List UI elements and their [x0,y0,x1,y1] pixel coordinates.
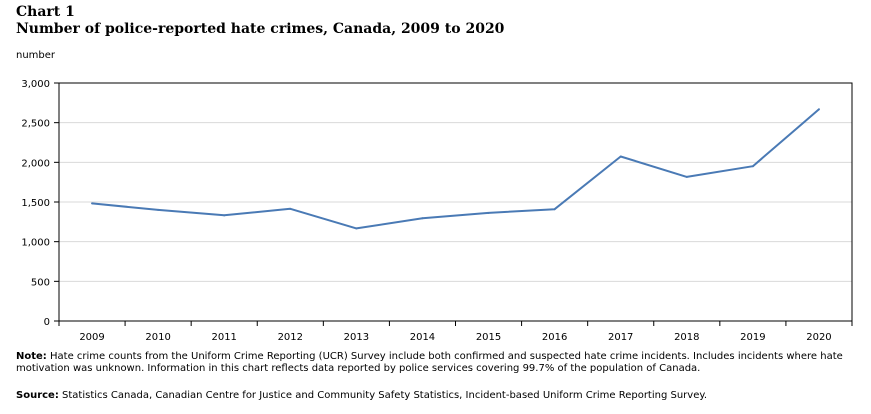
y-tick-label: 2,000 [21,158,50,169]
data-point [223,214,226,217]
data-point [685,175,688,178]
x-tick-label: 2011 [211,332,236,343]
chart-title: Number of police-reported hate crimes, C… [16,21,505,37]
x-axis: 2009 2010 2011 2012 2013 2014 2015 2016 2017 2018… [58,321,853,343]
x-tick-label: 2013 [344,332,369,343]
y-tick-label: 0 [44,317,50,328]
source-text: Statistics Canada, Canadian Centre for J… [62,390,708,401]
y-tick-label: 1,500 [21,198,50,209]
gridlines [59,122,852,282]
data-point [619,155,622,158]
chart-source: Source: Statistics Canada, Canadian Cent… [16,390,856,402]
chart-note: Note: Hate crime counts from the Uniform… [16,351,856,375]
data-point [157,208,160,211]
y-tick-label: 1,000 [21,238,50,249]
data-point [355,227,358,230]
x-tick-label: 2017 [608,332,633,343]
x-tick-label: 2020 [806,332,831,343]
data-point [553,208,556,211]
source-label: Source: [16,390,59,401]
x-tick-label: 2010 [145,332,170,343]
series-line [91,108,820,230]
data-point [91,202,94,205]
x-tick-label: 2009 [79,332,104,343]
data-point [817,108,820,111]
data-point [289,207,292,210]
y-tick-label: 3,000 [21,79,50,90]
y-tick-label: 500 [31,277,50,288]
x-tick-label: 2012 [278,332,303,343]
y-tick-label: 2,500 [21,119,50,130]
x-tick-label: 2015 [476,332,501,343]
x-tick-label: 2018 [674,332,699,343]
note-text: Hate crime counts from the Uniform Crime… [16,351,843,374]
x-tick-label: 2014 [410,332,435,343]
y-axis-label: number [16,50,56,61]
y-axis: 0 500 1,000 1,500 2,000 2,500 3,000 [21,79,59,328]
chart-number: Chart 1 [16,4,75,20]
note-label: Note: [16,351,47,362]
data-point [751,165,754,168]
data-point [421,217,424,220]
x-tick-label: 2016 [542,332,567,343]
data-point [487,211,490,214]
series-group [91,108,820,230]
x-tick-label: 2019 [740,332,765,343]
